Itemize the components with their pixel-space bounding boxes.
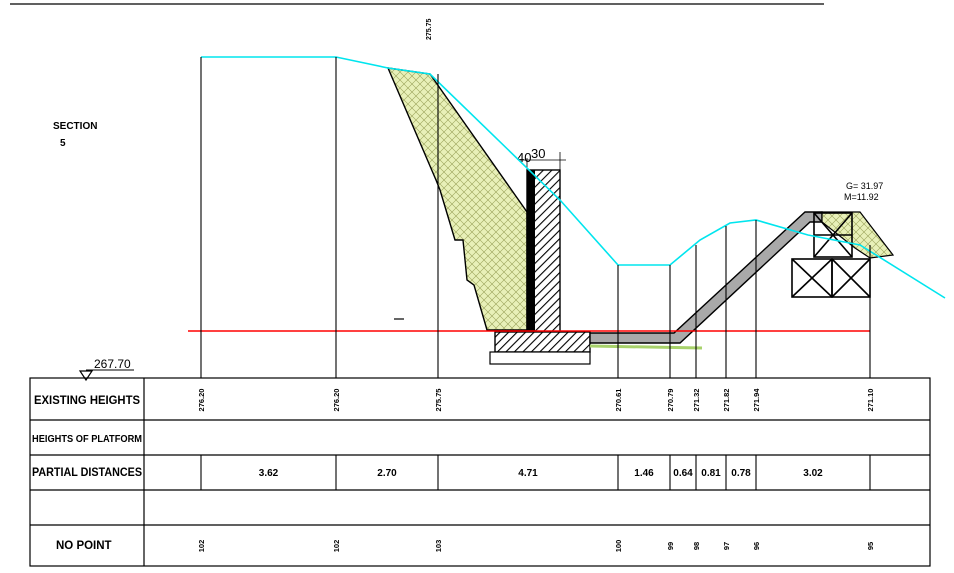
partial-distance-value: 2.70 [377, 468, 397, 479]
left-fill [386, 67, 528, 331]
section-number: 5 [60, 138, 66, 149]
point-number-value: 103 [434, 540, 443, 553]
point-number-value: 98 [692, 542, 701, 550]
partial-distance-value: 3.02 [803, 468, 823, 479]
existing-height-value: 275.75 [434, 389, 443, 412]
footing-base [489, 351, 591, 365]
row-no-point: NO POINT [56, 540, 112, 552]
partial-distance-value: 0.78 [731, 468, 751, 479]
existing-height-value: 270.61 [614, 389, 623, 412]
channel [589, 211, 823, 344]
partial-distance-value: 3.62 [259, 468, 279, 479]
point-number-value: 95 [866, 542, 875, 550]
point-number-value: 102 [332, 540, 341, 553]
existing-height-value: 276.20 [197, 389, 206, 412]
row-partial-distances: PARTIAL DISTANCES [32, 467, 142, 479]
partial-distance-values: 3.62 2.70 4.71 1.46 0.64 0.81 0.78 3.02 [259, 468, 823, 479]
wall-footing [494, 331, 591, 353]
dim-b: 30 [531, 146, 545, 161]
datum-label: 267.70 [94, 357, 131, 371]
existing-height-value: 270.79 [666, 389, 675, 412]
partial-distance-value: 0.81 [701, 468, 721, 479]
row-existing-heights: EXISTING HEIGHTS [34, 395, 140, 407]
existing-height-value: 276.20 [332, 389, 341, 412]
point-number-values: 102 102 103 100 99 98 97 96 95 [197, 540, 875, 553]
m-value: M=11.92 [844, 192, 879, 202]
point-number-value: 97 [722, 542, 731, 550]
g-value: G= 31.97 [846, 181, 883, 191]
existing-height-value: 271.10 [866, 389, 875, 412]
wall-stem-dark [527, 170, 535, 332]
section-title: SECTION [53, 121, 97, 132]
gabion-boxes [791, 212, 871, 298]
partial-distance-value: 1.46 [634, 468, 654, 479]
existing-height-value: 271.82 [722, 389, 731, 412]
ground-profile [201, 56, 946, 299]
station-lines [200, 57, 871, 378]
existing-height-value: 271.32 [692, 389, 701, 412]
point-number-value: 99 [666, 542, 675, 550]
partial-distance-value: 0.64 [673, 468, 693, 479]
top-height-label: 275.75 [426, 18, 433, 40]
point-number-value: 96 [752, 542, 761, 550]
point-number-value: 100 [614, 540, 623, 553]
partial-dividers [200, 455, 871, 490]
datum-triangle [78, 370, 94, 382]
dim-a: 40 [517, 150, 531, 165]
point-number-value: 102 [197, 540, 206, 553]
existing-height-value: 271.94 [752, 388, 761, 412]
green-strip [589, 344, 703, 350]
data-table [29, 377, 931, 567]
partial-distance-value: 4.71 [518, 468, 538, 479]
existing-height-values: 276.20 276.20 275.75 270.61 270.79 271.32 271.… [197, 388, 875, 412]
row-heights-platform: HEIGHTS OF PLATFORM [32, 434, 142, 445]
